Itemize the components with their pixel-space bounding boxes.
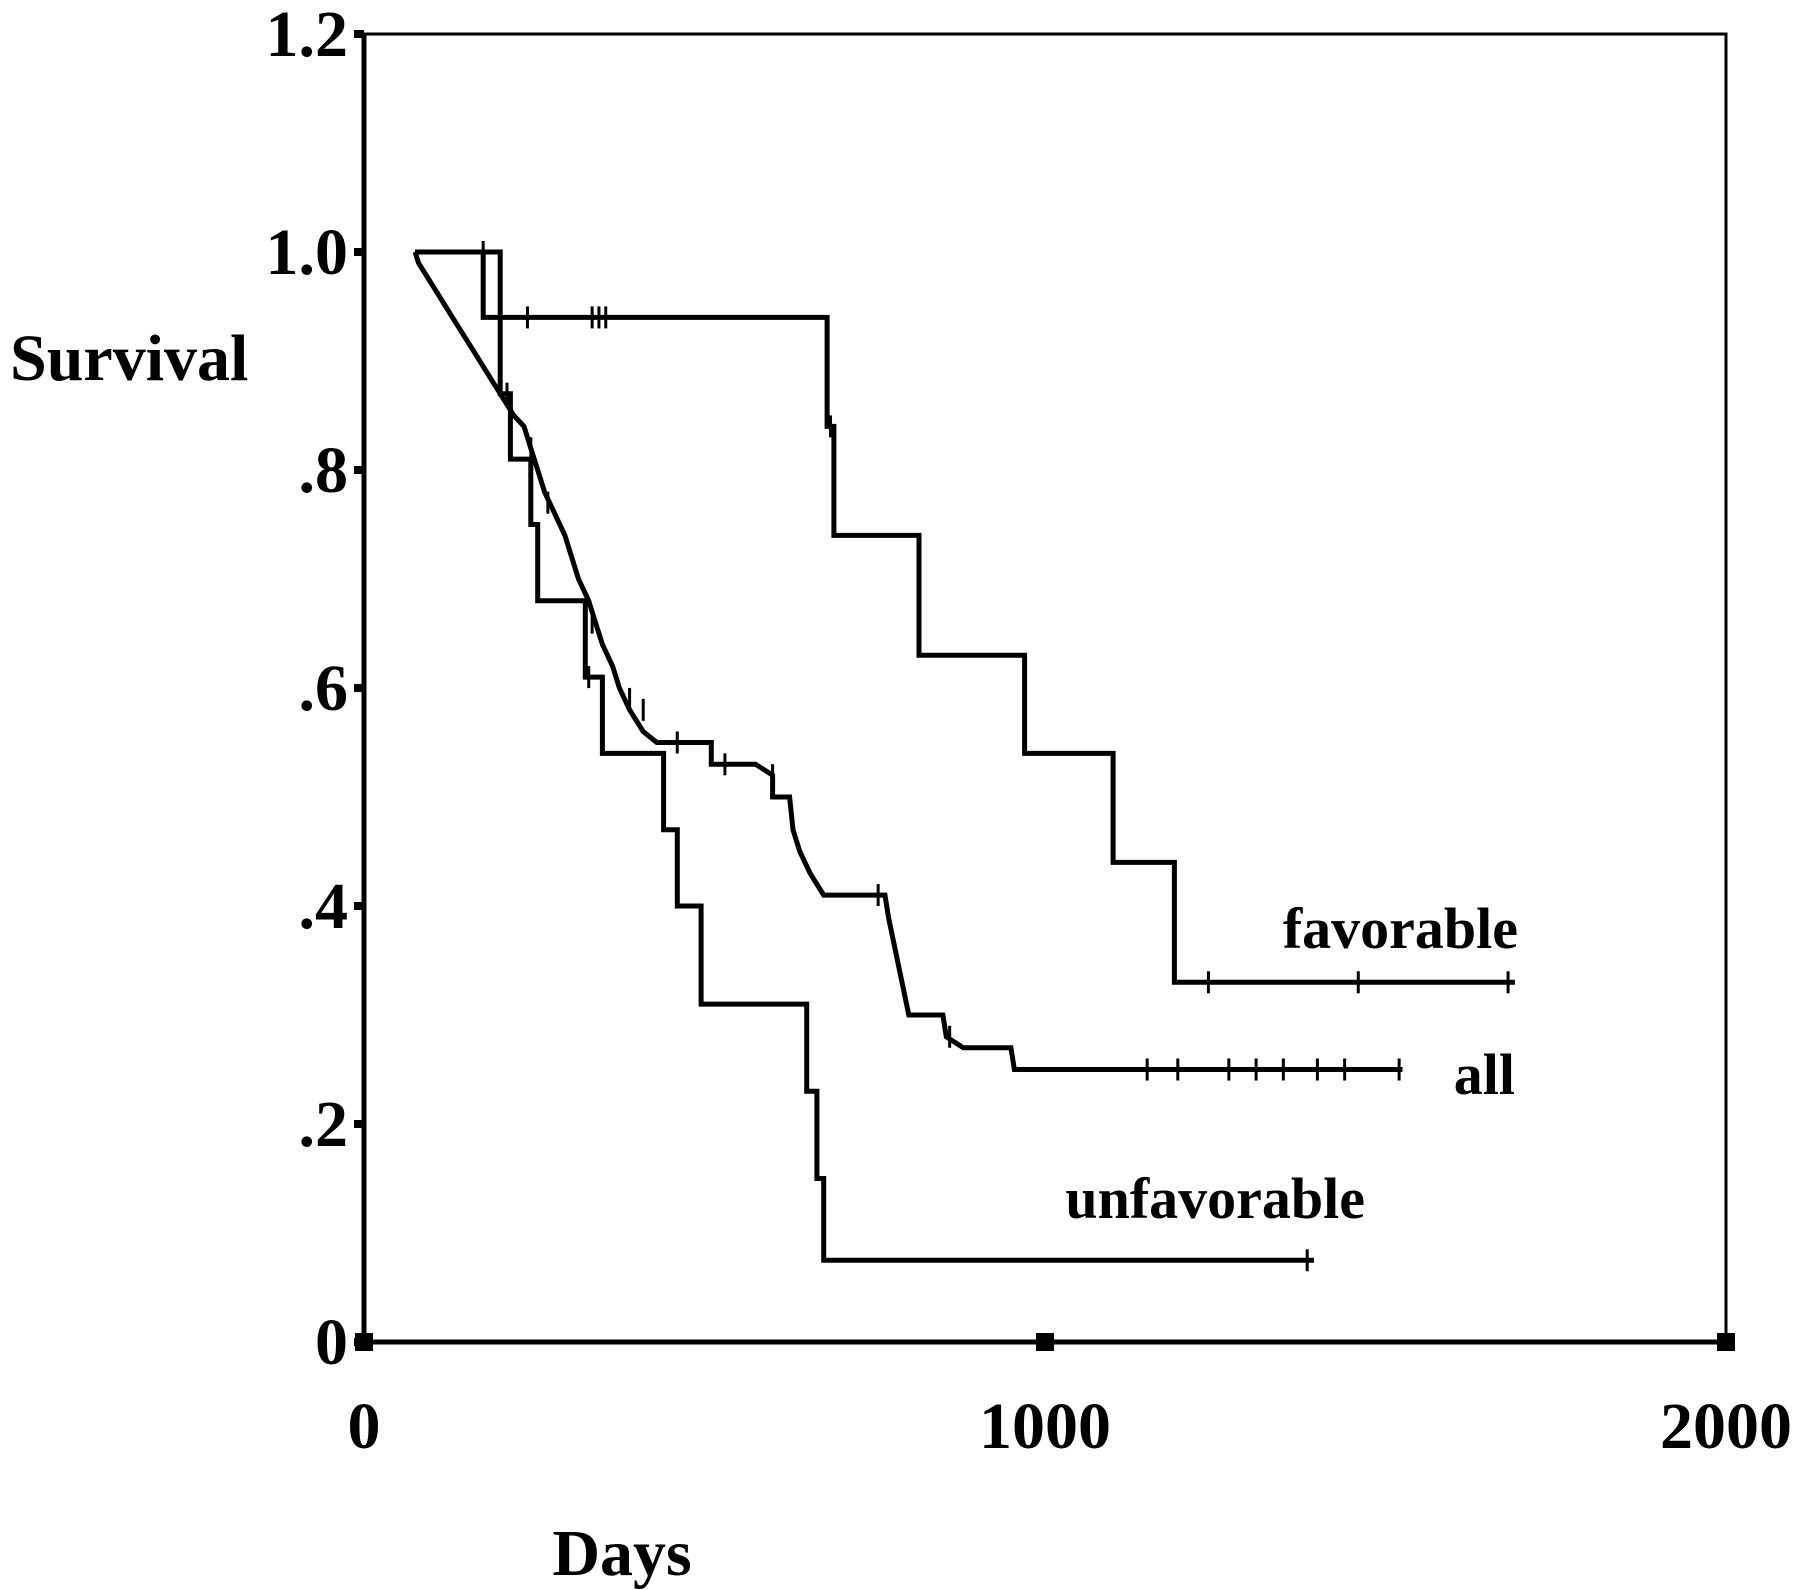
series-line-favorable (415, 249, 1515, 985)
y-tick-label: .8 (299, 434, 349, 507)
series-favorable (415, 241, 1515, 994)
x-tick-label: 2000 (1660, 1390, 1792, 1463)
x-tick-label: 0 (348, 1390, 381, 1463)
y-tick-label: .2 (299, 1088, 349, 1161)
series-all (412, 251, 1403, 1081)
x-tick (1036, 1333, 1054, 1351)
series-layer (412, 241, 1515, 1272)
y-axis-title: Survival (10, 322, 248, 395)
x-tick-label: 1000 (979, 1390, 1111, 1463)
x-tick (355, 1333, 373, 1351)
plot-frame (362, 32, 1728, 1344)
y-tick-label: 0 (315, 1306, 348, 1379)
x-axis-title: Days (552, 1517, 691, 1590)
series-label-all: all (1454, 1042, 1515, 1107)
series-label-unfavorable: unfavorable (1065, 1166, 1365, 1231)
axis-ticks (354, 30, 1735, 1351)
y-tick-label: 1.0 (266, 216, 349, 289)
y-tick-label: .4 (299, 870, 349, 943)
series-line-all (412, 251, 1403, 1072)
y-tick-label: .6 (299, 652, 349, 725)
y-tick-label: 1.2 (266, 0, 349, 71)
x-tick (1717, 1333, 1735, 1351)
series-line-unfavorable (415, 249, 1314, 1263)
series-unfavorable (415, 249, 1314, 1272)
tick-labels: 0 .2 .4 .6 .8 1.0 1.2 0 1000 2000 (266, 0, 1793, 1463)
series-label-favorable: favorable (1283, 896, 1518, 961)
